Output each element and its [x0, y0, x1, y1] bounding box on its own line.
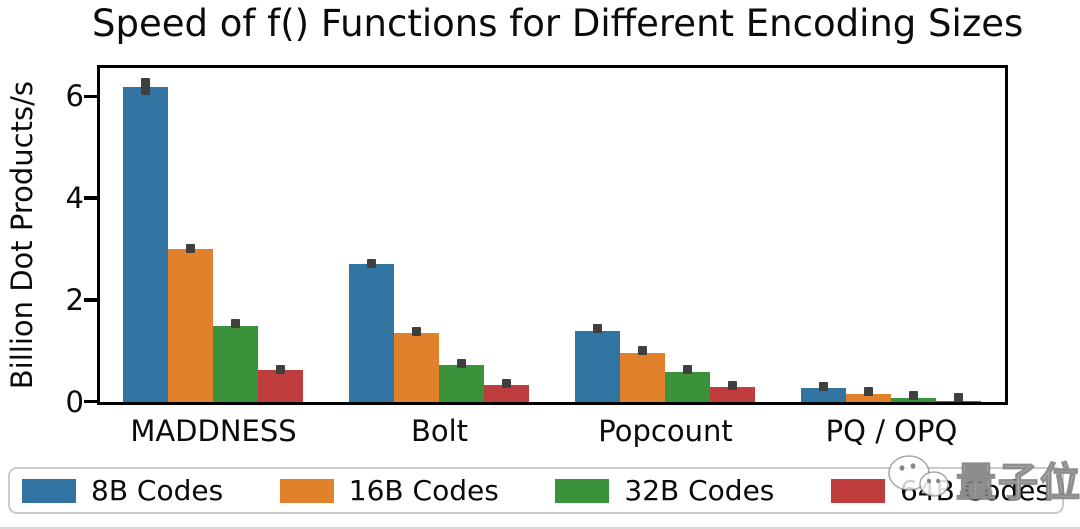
x-tick-label: MADDNESS	[130, 414, 297, 448]
error-bar	[276, 364, 286, 374]
bar-maddness-64b-codes	[258, 370, 304, 402]
bar-popcount-8b-codes	[574, 330, 620, 402]
y-tick-label: 2	[65, 282, 84, 317]
error-bar	[185, 244, 195, 254]
error-bar	[457, 358, 467, 368]
y-tick-label: 6	[65, 79, 84, 114]
bar-bolt-64b-codes	[484, 385, 530, 402]
legend-item: 8B Codes	[22, 474, 223, 507]
legend-label: 8B Codes	[91, 474, 224, 507]
legend-swatch	[830, 478, 885, 503]
plot-area	[97, 65, 1008, 405]
legend-item: 32B Codes	[555, 474, 774, 507]
legend-swatch	[279, 478, 334, 503]
x-tick-label: Popcount	[598, 414, 733, 448]
error-bar	[411, 326, 421, 336]
bar-bolt-8b-codes	[348, 264, 394, 402]
error-bar	[502, 378, 512, 388]
bar-maddness-16b-codes	[167, 249, 213, 402]
bottom-divider	[0, 527, 1080, 529]
chart-title: Speed of f() Functions for Different Enc…	[92, 2, 1024, 45]
error-bar	[683, 365, 693, 375]
bar-popcount-16b-codes	[619, 352, 665, 402]
x-tick-label: Bolt	[410, 414, 469, 448]
bar-bolt-32b-codes	[439, 365, 485, 402]
legend-label: 16B Codes	[348, 474, 499, 507]
error-bar	[637, 346, 647, 356]
bar-pq-opq-8b-codes	[800, 388, 846, 402]
bar-maddness-8b-codes	[122, 86, 168, 402]
legend: 8B Codes 16B Codes 32B Codes 64B Codes	[8, 467, 1064, 514]
bar-popcount-32b-codes	[665, 371, 711, 402]
error-bar	[366, 259, 376, 269]
bar-popcount-64b-codes	[710, 387, 756, 402]
bar-bolt-16b-codes	[393, 332, 439, 402]
legend-swatch	[555, 478, 610, 503]
bar-maddness-32b-codes	[213, 325, 259, 402]
x-tick-label: PQ / OPQ	[825, 414, 958, 448]
error-bar	[909, 390, 919, 400]
y-axis-label-wrap: Billion Dot Products/s	[4, 65, 40, 405]
y-axis-label: Billion Dot Products/s	[5, 80, 39, 390]
y-tick-mark	[84, 298, 97, 302]
error-bar	[231, 319, 241, 329]
bar-pq-opq-16b-codes	[845, 393, 891, 402]
error-bar	[140, 78, 150, 96]
legend-label: 32B Codes	[624, 474, 775, 507]
error-bar	[818, 381, 828, 391]
y-tick-mark	[84, 399, 97, 404]
legend-item: 64B Codes	[830, 474, 1050, 507]
error-bar	[954, 393, 964, 402]
error-bar	[863, 387, 873, 397]
legend-label: 64B Codes	[899, 474, 1050, 507]
y-tick-mark	[84, 196, 97, 200]
legend-swatch	[22, 478, 76, 503]
error-bar	[728, 380, 738, 390]
y-tick-mark	[84, 94, 97, 99]
y-tick-label: 4	[65, 181, 84, 216]
y-tick-label: 0	[65, 384, 84, 419]
legend-item: 16B Codes	[279, 474, 499, 507]
error-bar	[592, 324, 602, 334]
bar-pq-opq-32b-codes	[891, 397, 937, 402]
